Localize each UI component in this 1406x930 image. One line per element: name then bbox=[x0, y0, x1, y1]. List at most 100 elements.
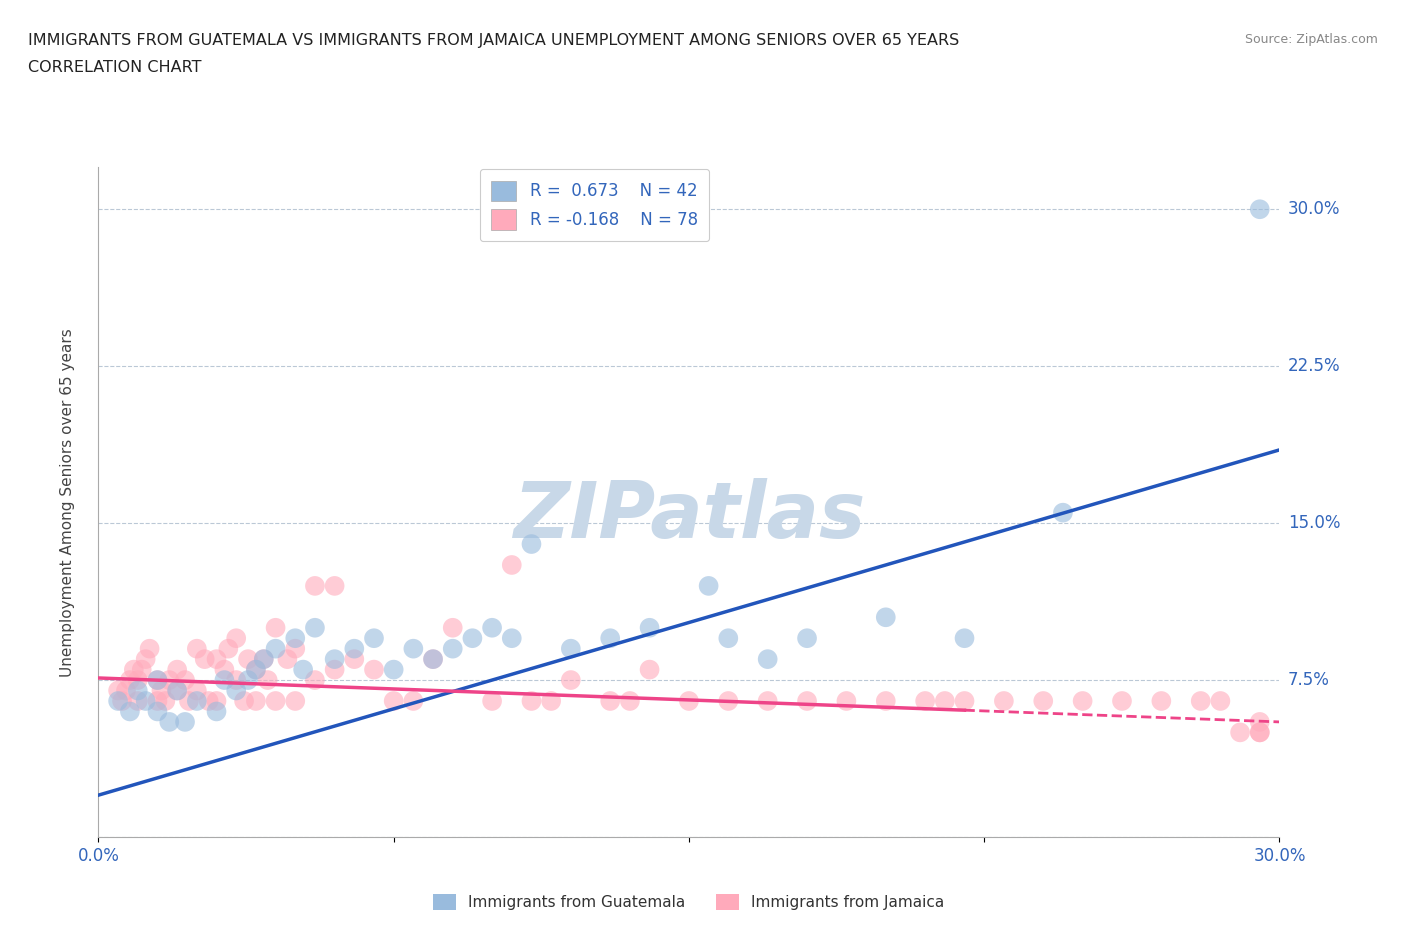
Point bbox=[194, 652, 217, 667]
Point bbox=[619, 694, 641, 709]
Point bbox=[284, 694, 307, 709]
Point bbox=[157, 672, 180, 687]
Point bbox=[323, 578, 346, 593]
Point bbox=[131, 662, 153, 677]
Point bbox=[441, 620, 464, 635]
Point bbox=[717, 694, 740, 709]
Point bbox=[264, 694, 287, 709]
Point bbox=[953, 694, 976, 709]
Point bbox=[186, 642, 208, 657]
Point bbox=[1249, 714, 1271, 729]
Point bbox=[146, 672, 169, 687]
Point bbox=[233, 694, 256, 709]
Point bbox=[177, 694, 200, 709]
Point bbox=[245, 694, 267, 709]
Point bbox=[501, 631, 523, 645]
Point bbox=[638, 662, 661, 677]
Point bbox=[115, 683, 138, 698]
Point bbox=[914, 694, 936, 709]
Point bbox=[157, 714, 180, 729]
Point bbox=[146, 672, 169, 687]
Y-axis label: Unemployment Among Seniors over 65 years: Unemployment Among Seniors over 65 years bbox=[60, 328, 75, 677]
Point bbox=[875, 610, 897, 625]
Point bbox=[461, 631, 484, 645]
Point bbox=[343, 642, 366, 657]
Point bbox=[638, 620, 661, 635]
Point bbox=[197, 694, 219, 709]
Point bbox=[107, 683, 129, 698]
Point bbox=[323, 652, 346, 667]
Point bbox=[135, 694, 157, 709]
Point bbox=[875, 694, 897, 709]
Point bbox=[599, 631, 621, 645]
Point bbox=[205, 704, 228, 719]
Text: 30.0%: 30.0% bbox=[1288, 200, 1340, 219]
Legend: Immigrants from Guatemala, Immigrants from Jamaica: Immigrants from Guatemala, Immigrants fr… bbox=[427, 888, 950, 916]
Point bbox=[1249, 725, 1271, 740]
Point bbox=[1209, 694, 1232, 709]
Point bbox=[835, 694, 858, 709]
Point bbox=[166, 662, 188, 677]
Point bbox=[186, 694, 208, 709]
Point bbox=[166, 683, 188, 698]
Point bbox=[225, 631, 247, 645]
Text: Source: ZipAtlas.com: Source: ZipAtlas.com bbox=[1244, 33, 1378, 46]
Point bbox=[304, 578, 326, 593]
Point bbox=[796, 631, 818, 645]
Point bbox=[343, 652, 366, 667]
Point bbox=[135, 652, 157, 667]
Point bbox=[382, 662, 405, 677]
Point bbox=[214, 662, 236, 677]
Point bbox=[481, 620, 503, 635]
Text: 22.5%: 22.5% bbox=[1288, 357, 1340, 375]
Point bbox=[796, 694, 818, 709]
Point bbox=[236, 672, 259, 687]
Point bbox=[253, 652, 276, 667]
Point bbox=[1032, 694, 1054, 709]
Text: IMMIGRANTS FROM GUATEMALA VS IMMIGRANTS FROM JAMAICA UNEMPLOYMENT AMONG SENIORS : IMMIGRANTS FROM GUATEMALA VS IMMIGRANTS … bbox=[28, 33, 959, 47]
Point bbox=[146, 694, 169, 709]
Point bbox=[323, 662, 346, 677]
Point bbox=[225, 672, 247, 687]
Point bbox=[1111, 694, 1133, 709]
Point bbox=[756, 694, 779, 709]
Point bbox=[214, 672, 236, 687]
Point bbox=[422, 652, 444, 667]
Point bbox=[934, 694, 956, 709]
Point bbox=[264, 642, 287, 657]
Point bbox=[560, 672, 582, 687]
Point bbox=[304, 620, 326, 635]
Point bbox=[1229, 725, 1251, 740]
Point bbox=[166, 683, 188, 698]
Point bbox=[107, 694, 129, 709]
Point bbox=[1052, 505, 1074, 520]
Point bbox=[127, 672, 149, 687]
Point bbox=[441, 642, 464, 657]
Point bbox=[155, 694, 177, 709]
Point bbox=[118, 704, 141, 719]
Point bbox=[225, 683, 247, 698]
Point bbox=[756, 652, 779, 667]
Point bbox=[481, 694, 503, 709]
Point bbox=[174, 672, 197, 687]
Point bbox=[245, 662, 267, 677]
Point bbox=[540, 694, 562, 709]
Point bbox=[217, 642, 239, 657]
Point bbox=[284, 642, 307, 657]
Point bbox=[1150, 694, 1173, 709]
Point bbox=[186, 683, 208, 698]
Point bbox=[111, 694, 134, 709]
Point bbox=[422, 652, 444, 667]
Text: CORRELATION CHART: CORRELATION CHART bbox=[28, 60, 201, 75]
Point bbox=[382, 694, 405, 709]
Point bbox=[150, 683, 173, 698]
Point bbox=[1249, 202, 1271, 217]
Point bbox=[560, 642, 582, 657]
Point bbox=[363, 662, 385, 677]
Point bbox=[520, 694, 543, 709]
Point bbox=[146, 704, 169, 719]
Point bbox=[402, 642, 425, 657]
Point bbox=[501, 558, 523, 573]
Point bbox=[1071, 694, 1094, 709]
Text: 15.0%: 15.0% bbox=[1288, 514, 1340, 532]
